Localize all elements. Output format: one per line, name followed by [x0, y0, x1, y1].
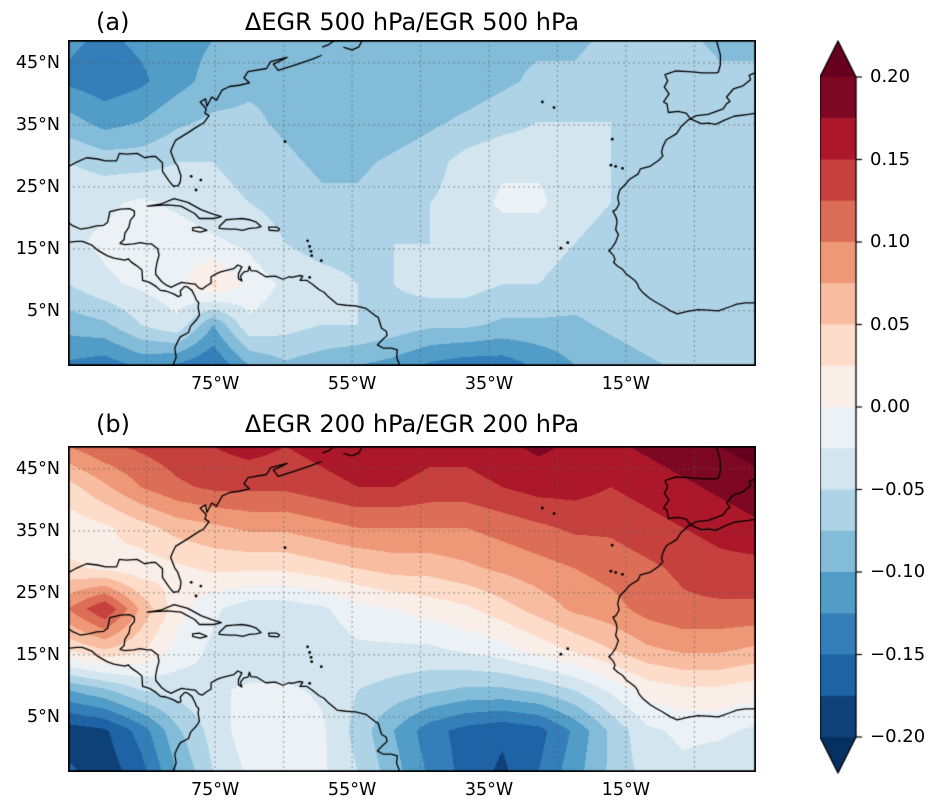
lon-tick-label: 55°W — [327, 780, 377, 800]
panel-b-label: (b) — [96, 410, 130, 438]
colorbar-tick-label: −0.10 — [870, 561, 926, 582]
panel-a-label: (a) — [96, 8, 130, 36]
lat-tick-label: 5°N — [27, 706, 60, 727]
colorbar-tick-label: 0.20 — [870, 66, 911, 87]
colorbar-tick-label: −0.05 — [870, 478, 926, 500]
panel-a-title: ΔEGR 500 hPa/EGR 500 hPa — [244, 8, 580, 36]
lat-tick-label: 15°N — [15, 238, 60, 259]
lon-tick-label: 35°W — [464, 780, 514, 800]
lat-tick-label: 5°N — [27, 300, 60, 321]
lat-tick-label: 45°N — [15, 52, 60, 73]
lat-tick-label: 35°N — [15, 114, 60, 135]
lon-tick-label: 15°W — [601, 374, 651, 394]
lon-tick-label: 55°W — [327, 374, 377, 394]
lon-tick-label: 15°W — [601, 780, 651, 800]
lat-tick-label: 25°N — [15, 582, 60, 603]
map-panel-a — [68, 40, 756, 366]
colorbar-tick-label: 0.10 — [870, 231, 911, 252]
lon-tick-label: 75°W — [191, 374, 240, 394]
colorbar-tick-label: −0.15 — [870, 643, 926, 665]
colorbar — [820, 40, 864, 776]
colorbar-tick-label: 0.00 — [870, 396, 911, 417]
colorbar-tick-label: −0.20 — [870, 726, 926, 747]
lon-tick-label: 35°W — [464, 374, 514, 394]
map-panel-b — [68, 446, 756, 772]
lat-tick-label: 15°N — [15, 644, 60, 665]
colorbar-tick-label: 0.05 — [870, 313, 911, 335]
lat-tick-label: 45°N — [15, 458, 60, 479]
lat-tick-label: 35°N — [15, 520, 60, 541]
colorbar-tick-label: 0.15 — [870, 148, 911, 170]
lat-tick-label: 25°N — [15, 176, 60, 197]
panel-b-title: ΔEGR 200 hPa/EGR 200 hPa — [244, 410, 580, 438]
lon-tick-label: 75°W — [191, 780, 240, 800]
